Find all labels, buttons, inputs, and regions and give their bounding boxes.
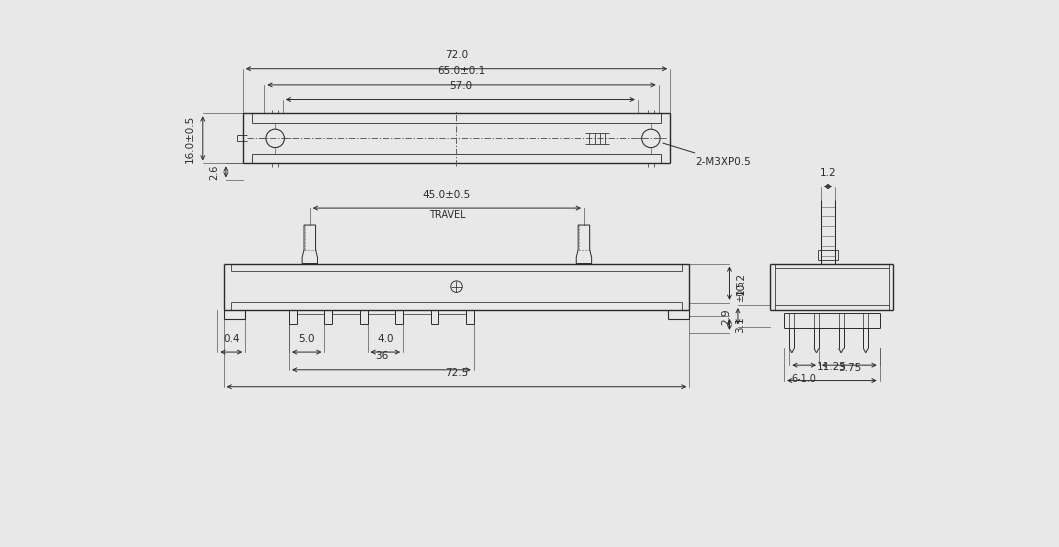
Text: 36: 36 (375, 351, 388, 362)
Text: 3.75: 3.75 (838, 363, 861, 373)
Text: 5.0: 5.0 (299, 334, 315, 345)
Text: TRAVEL: TRAVEL (429, 210, 465, 220)
Text: 2-M3XP0.5: 2-M3XP0.5 (663, 143, 751, 166)
Text: 10.2: 10.2 (736, 272, 746, 295)
Text: 3.1: 3.1 (736, 316, 746, 333)
Text: 4.0: 4.0 (377, 334, 394, 345)
Text: 2.6: 2.6 (209, 164, 219, 179)
Text: 72.0: 72.0 (445, 50, 468, 60)
Text: 45.0±0.5: 45.0±0.5 (423, 190, 471, 200)
Text: 72.5: 72.5 (445, 368, 468, 379)
Text: 2.9: 2.9 (721, 308, 731, 324)
Text: 57.0: 57.0 (449, 81, 472, 91)
Text: ±0.5: ±0.5 (736, 280, 746, 302)
Text: 16.0±0.5: 16.0±0.5 (185, 114, 195, 162)
Text: 6-1.0: 6-1.0 (792, 374, 816, 383)
Text: 0.4: 0.4 (223, 334, 239, 345)
Text: 65.0±0.1: 65.0±0.1 (437, 66, 486, 77)
Text: 1.2: 1.2 (820, 168, 837, 178)
Text: 11.25: 11.25 (816, 362, 847, 372)
